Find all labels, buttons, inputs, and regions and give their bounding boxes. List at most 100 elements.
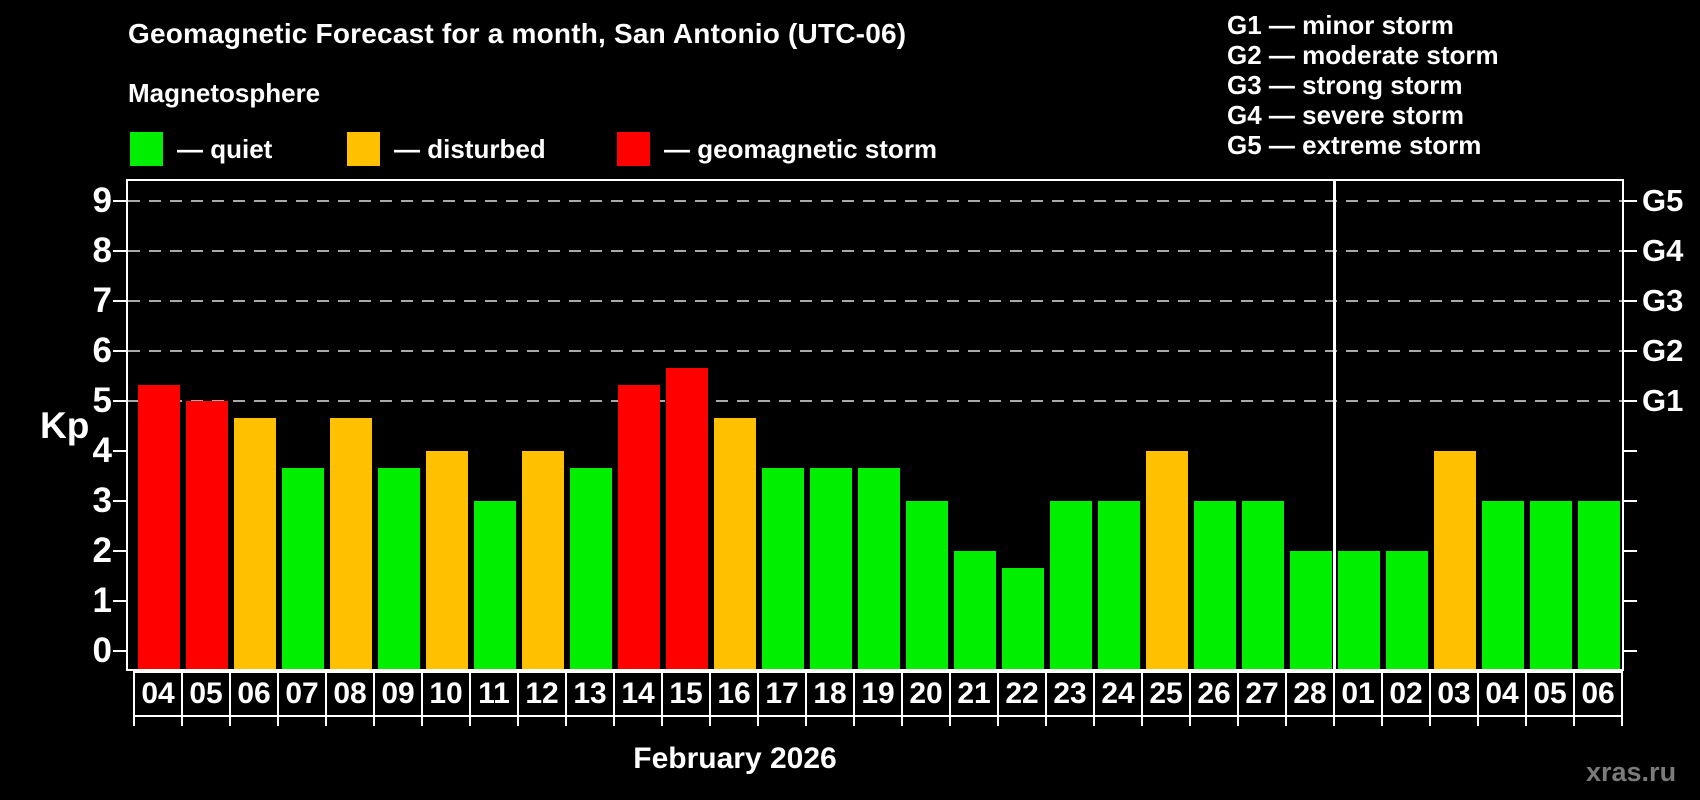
y-tick-label-8: 8 bbox=[92, 231, 112, 270]
x-tick-box-day-27: 27 bbox=[1237, 671, 1287, 717]
bar-day-25 bbox=[1146, 451, 1188, 669]
x-boundary-tick-15 bbox=[853, 715, 855, 726]
x-boundary-tick-4 bbox=[325, 715, 327, 726]
right-axis-label-g3: G3 bbox=[1642, 283, 1684, 318]
x-tick-box-day-05: 05 bbox=[1525, 671, 1575, 717]
y-tick-label-1: 1 bbox=[92, 581, 112, 620]
x-tick-box-day-21: 21 bbox=[949, 671, 999, 717]
x-axis-month-label: February 2026 bbox=[633, 742, 837, 775]
x-boundary-tick-10 bbox=[613, 715, 615, 726]
g-legend-line-g5: G5 — extreme storm bbox=[1227, 130, 1482, 160]
x-boundary-tick-14 bbox=[805, 715, 807, 726]
gridline-kp5 bbox=[128, 400, 1622, 402]
y-tick-left-7 bbox=[113, 300, 126, 302]
legend-item-disturbed: — disturbed bbox=[347, 131, 546, 167]
y-tick-right-2 bbox=[1624, 550, 1637, 552]
g-legend-line-g2: G2 — moderate storm bbox=[1227, 40, 1499, 70]
x-tick-box-day-15: 15 bbox=[661, 671, 711, 717]
chart-title: Geomagnetic Forecast for a month, San An… bbox=[128, 18, 907, 49]
month-separator-line bbox=[1333, 181, 1336, 669]
bar-day-26 bbox=[1194, 501, 1236, 669]
y-tick-right-0 bbox=[1624, 650, 1637, 652]
bar-day-10 bbox=[426, 451, 468, 669]
bar-day-05 bbox=[1530, 501, 1572, 669]
x-boundary-tick-23 bbox=[1237, 715, 1239, 726]
watermark: xras.ru bbox=[1586, 757, 1677, 787]
x-boundary-tick-13 bbox=[757, 715, 759, 726]
bar-day-04 bbox=[1482, 501, 1524, 669]
x-tick-box-day-24: 24 bbox=[1093, 671, 1143, 717]
x-tick-box-day-18: 18 bbox=[805, 671, 855, 717]
bar-day-18 bbox=[810, 467, 852, 669]
bar-day-19 bbox=[858, 467, 900, 669]
x-tick-box-day-22: 22 bbox=[997, 671, 1047, 717]
bar-day-12 bbox=[522, 451, 564, 669]
x-tick-box-day-17: 17 bbox=[757, 671, 807, 717]
y-tick-left-3 bbox=[113, 500, 126, 502]
x-tick-box-day-08: 08 bbox=[325, 671, 375, 717]
x-boundary-tick-25 bbox=[1333, 715, 1335, 726]
x-boundary-tick-19 bbox=[1045, 715, 1047, 726]
right-axis-label-g2: G2 bbox=[1642, 333, 1684, 368]
bar-day-22 bbox=[1002, 567, 1044, 669]
bar-day-04 bbox=[138, 384, 180, 669]
bar-day-06 bbox=[1578, 501, 1620, 669]
y-tick-label-6: 6 bbox=[92, 331, 112, 370]
gridline-kp8 bbox=[128, 250, 1622, 252]
bar-day-27 bbox=[1242, 501, 1284, 669]
x-boundary-tick-21 bbox=[1141, 715, 1143, 726]
x-tick-box-day-04: 04 bbox=[1477, 671, 1527, 717]
bar-day-09 bbox=[378, 467, 420, 669]
bar-day-23 bbox=[1050, 501, 1092, 669]
legend-item-quiet: — quiet bbox=[130, 131, 272, 167]
y-tick-left-9 bbox=[113, 200, 126, 202]
y-tick-label-7: 7 bbox=[92, 281, 112, 320]
bar-day-13 bbox=[570, 467, 612, 669]
bar-day-28 bbox=[1290, 551, 1332, 669]
legend-item-storm: — geomagnetic storm bbox=[617, 131, 937, 167]
x-tick-box-day-06: 06 bbox=[229, 671, 279, 717]
x-tick-box-day-01: 01 bbox=[1333, 671, 1383, 717]
x-boundary-tick-7 bbox=[469, 715, 471, 726]
x-boundary-tick-8 bbox=[517, 715, 519, 726]
x-boundary-tick-31 bbox=[1621, 715, 1623, 726]
right-axis-label-g4: G4 bbox=[1642, 233, 1684, 268]
y-tick-label-3: 3 bbox=[92, 481, 112, 520]
y-tick-label-9: 9 bbox=[92, 181, 112, 220]
y-tick-right-3 bbox=[1624, 500, 1637, 502]
x-tick-box-day-11: 11 bbox=[469, 671, 519, 717]
gridline-kp6 bbox=[128, 350, 1622, 352]
y-tick-left-5 bbox=[113, 400, 126, 402]
disturbed-color-swatch bbox=[347, 132, 380, 166]
x-boundary-tick-22 bbox=[1189, 715, 1191, 726]
x-boundary-tick-11 bbox=[661, 715, 663, 726]
bar-day-14 bbox=[618, 384, 660, 669]
g-legend-line-g4: G4 — severe storm bbox=[1227, 100, 1465, 130]
x-tick-box-day-19: 19 bbox=[853, 671, 903, 717]
bar-day-08 bbox=[330, 417, 372, 669]
legend-label-storm: — geomagnetic storm bbox=[664, 133, 938, 164]
g-legend-line-g1: G1 — minor storm bbox=[1227, 10, 1454, 40]
y-tick-right-6 bbox=[1624, 350, 1637, 352]
g-scale-legend: G1 — minor storm G2 — moderate storm G3 … bbox=[1227, 10, 1499, 160]
legend-label-disturbed: — disturbed bbox=[394, 133, 546, 164]
y-tick-right-7 bbox=[1624, 300, 1637, 302]
x-tick-box-day-05: 05 bbox=[181, 671, 231, 717]
x-boundary-tick-28 bbox=[1477, 715, 1479, 726]
x-boundary-tick-18 bbox=[997, 715, 999, 726]
y-tick-right-5 bbox=[1624, 400, 1637, 402]
gridline-kp9 bbox=[128, 200, 1622, 202]
x-tick-box-day-06: 06 bbox=[1573, 671, 1623, 717]
x-boundary-tick-3 bbox=[277, 715, 279, 726]
y-tick-right-4 bbox=[1624, 450, 1637, 452]
y-tick-right-1 bbox=[1624, 600, 1637, 602]
x-tick-box-day-28: 28 bbox=[1285, 671, 1335, 717]
x-tick-box-day-10: 10 bbox=[421, 671, 471, 717]
bar-day-01 bbox=[1338, 551, 1380, 669]
x-boundary-tick-27 bbox=[1429, 715, 1431, 726]
bar-day-06 bbox=[234, 417, 276, 669]
y-tick-left-8 bbox=[113, 250, 126, 252]
bar-day-20 bbox=[906, 501, 948, 669]
x-boundary-tick-20 bbox=[1093, 715, 1095, 726]
x-boundary-tick-1 bbox=[181, 715, 183, 726]
